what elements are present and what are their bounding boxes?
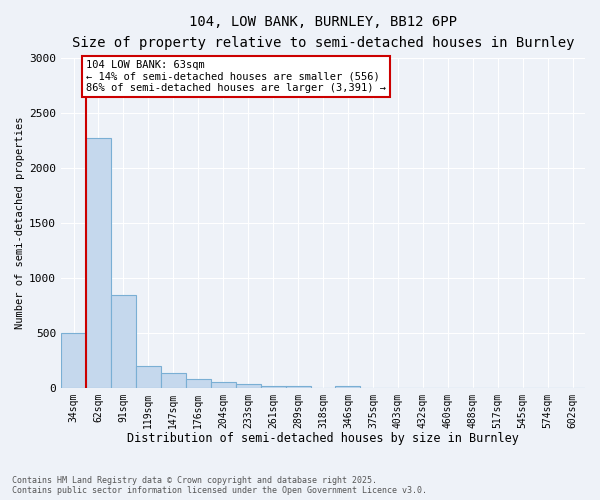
Bar — [161, 374, 186, 388]
Y-axis label: Number of semi-detached properties: Number of semi-detached properties — [15, 116, 25, 329]
Bar — [260, 386, 286, 388]
Bar — [61, 332, 86, 388]
Bar — [286, 386, 311, 388]
Bar — [335, 386, 361, 388]
X-axis label: Distribution of semi-detached houses by size in Burnley: Distribution of semi-detached houses by … — [127, 432, 519, 445]
Bar — [136, 366, 161, 388]
Text: 104 LOW BANK: 63sqm
← 14% of semi-detached houses are smaller (556)
86% of semi-: 104 LOW BANK: 63sqm ← 14% of semi-detach… — [86, 60, 386, 93]
Bar — [236, 384, 260, 388]
Bar — [111, 296, 136, 388]
Text: Contains HM Land Registry data © Crown copyright and database right 2025.
Contai: Contains HM Land Registry data © Crown c… — [12, 476, 427, 495]
Bar — [186, 379, 211, 388]
Title: 104, LOW BANK, BURNLEY, BB12 6PP
Size of property relative to semi-detached hous: 104, LOW BANK, BURNLEY, BB12 6PP Size of… — [72, 15, 574, 50]
Bar — [86, 138, 111, 388]
Bar — [211, 382, 236, 388]
